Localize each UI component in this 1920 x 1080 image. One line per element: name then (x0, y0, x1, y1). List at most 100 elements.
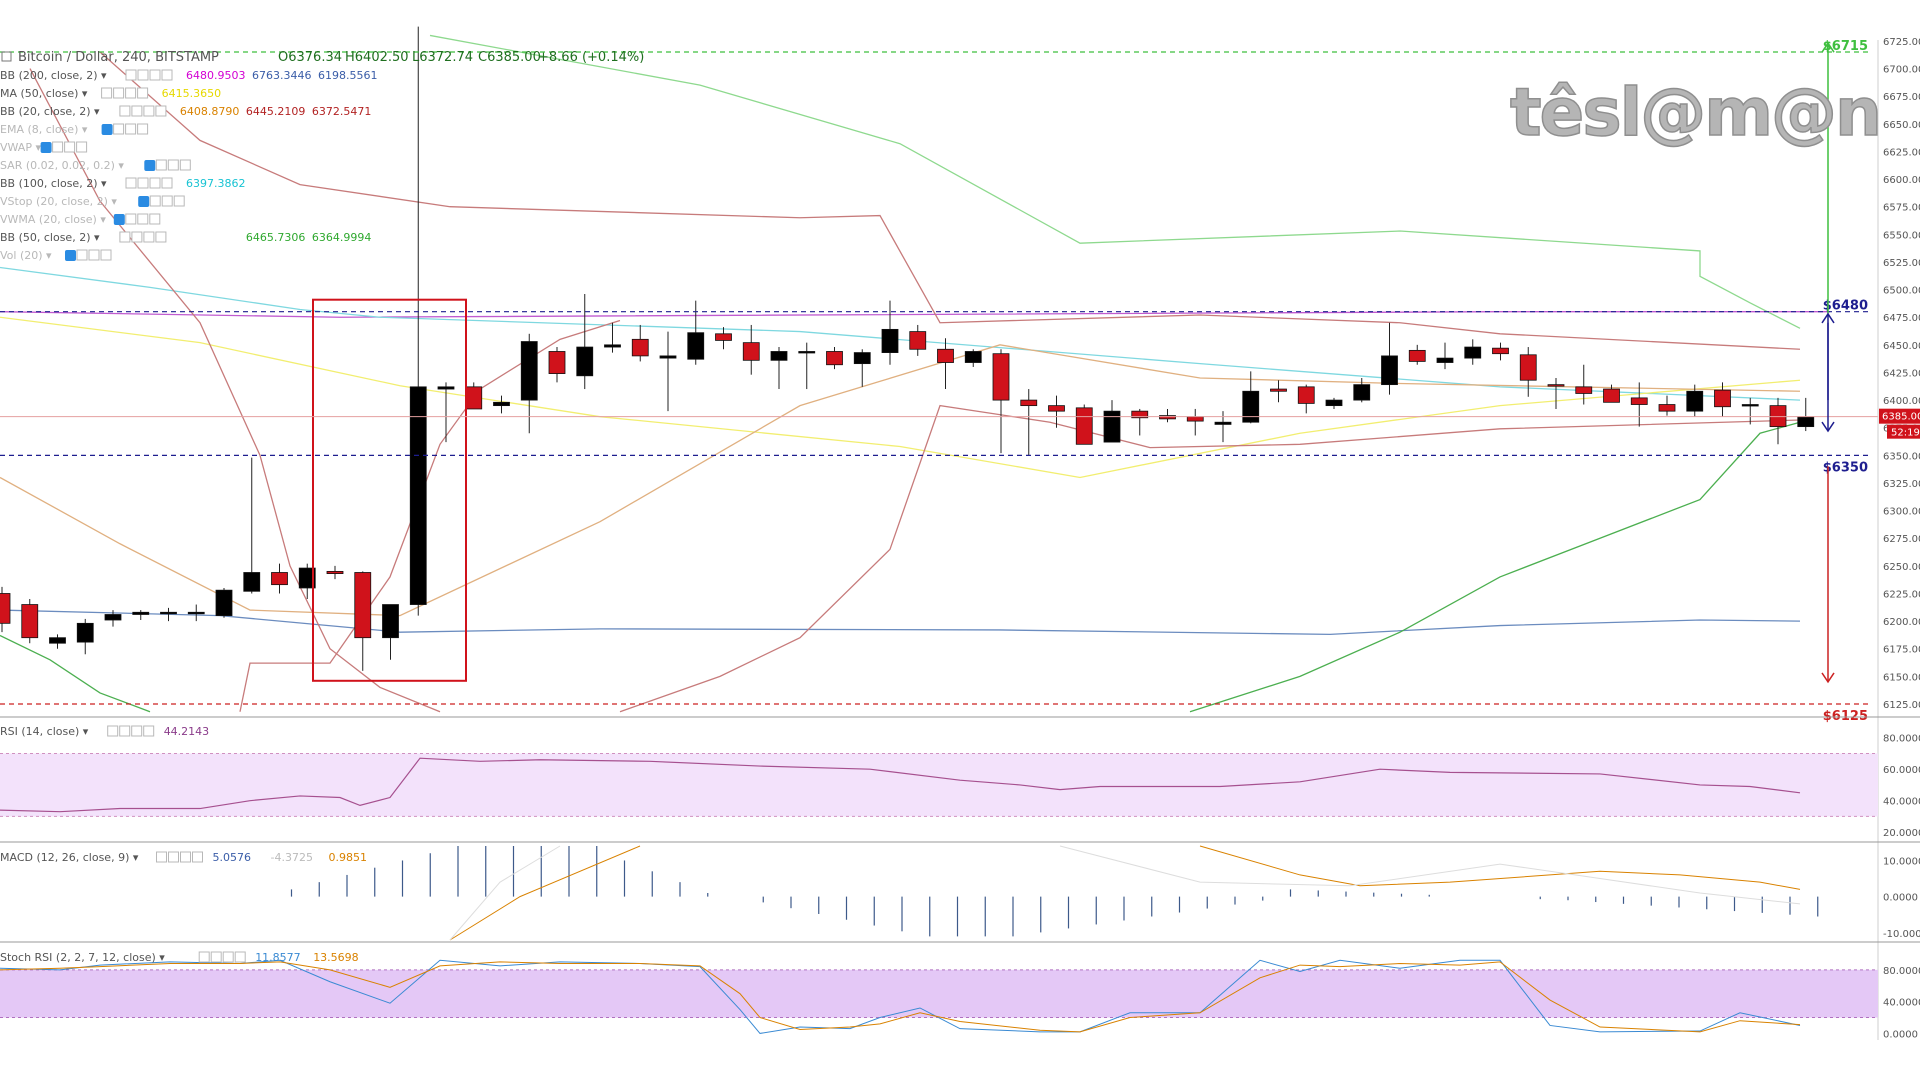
ma50-line (0, 316, 1801, 479)
target-down-arrow-head (1821, 672, 1835, 684)
candle-body (909, 331, 927, 350)
legend-control-icon (234, 951, 246, 963)
macd-value: -4.3725 (271, 851, 313, 864)
candle-body (1630, 397, 1648, 405)
rsi-tick: 60.0000 (1883, 765, 1920, 776)
legend-control-icon (161, 195, 173, 207)
legend-control-icon (76, 141, 88, 153)
candle-body (520, 341, 538, 401)
legend-control-icon (52, 141, 64, 153)
legend-label: EMA (8, close) ▾ (0, 123, 88, 136)
legend-control-icon (119, 725, 131, 737)
legend-value: 6372.5471 (312, 105, 372, 118)
candle-body (104, 614, 122, 621)
legend-value: 6445.2109 (246, 105, 306, 118)
candle-body (1547, 384, 1565, 387)
legend-control-icon (137, 123, 149, 135)
candle-body (992, 353, 1010, 401)
legend-value: 6480.9503 (186, 69, 246, 82)
candle-body (826, 351, 843, 366)
candle-body (326, 570, 344, 575)
macd-signal-line-a (449, 845, 641, 941)
candle-body (742, 342, 760, 361)
candle-body (1519, 354, 1537, 381)
indicator-panes: 80.0000 60.0000 40.0000 20.0000 10.0000 0.000… (0, 716, 1920, 1040)
candle-body (659, 355, 677, 359)
legend-control-icon (143, 725, 155, 737)
candle-body (271, 572, 288, 586)
legend-control-icon (100, 249, 112, 261)
stoch-k-line (0, 959, 1801, 1034)
candle-body (1714, 389, 1731, 408)
visibility-eye-icon (101, 124, 113, 135)
ohlc-value: O6376.34 (278, 50, 342, 65)
stoch-label: Stoch RSI (2, 2, 7, 12, close) ▾ (0, 951, 165, 964)
candle-body (437, 386, 455, 390)
candle-body (215, 589, 233, 616)
legend-control-icon (125, 123, 137, 135)
candle-body (604, 344, 621, 348)
bb20-basis-line (0, 344, 1801, 617)
candle-body (964, 351, 982, 363)
candle-body (160, 611, 177, 615)
legend-control-icon (76, 249, 88, 261)
ohlc-value: L6372.74 (412, 50, 473, 65)
price-axis[interactable]: 6725.00 6700.00 6675.00 6650.00 6625.00 6600.… (1877, 37, 1920, 1040)
candle-body (465, 386, 483, 410)
legend-control-icon (131, 725, 143, 737)
price-tick-label: 6400.00 (1883, 396, 1920, 407)
legend-control-icon (155, 231, 167, 243)
candle-body (1297, 386, 1315, 404)
stoch-d-line (0, 961, 1801, 1033)
legend-control-icon (179, 159, 191, 171)
price-tick-label: 6350.00 (1883, 451, 1920, 462)
price-tick-label: 6500.00 (1883, 286, 1920, 297)
price-tick-label: 6675.00 (1883, 92, 1920, 103)
candle-body (687, 332, 705, 360)
candle-body (1353, 384, 1371, 401)
legend-control-icon (125, 69, 137, 81)
legend-control-icon (119, 105, 131, 117)
legend-control-icon (137, 87, 149, 99)
legend-value: 6408.8790 (180, 105, 240, 118)
legend-label: VStop (20, close, 2) ▾ (0, 195, 117, 208)
bb20-lower-line-b (239, 319, 621, 712)
ohlc-value: +8.66 (+0.14%) (538, 50, 644, 65)
visibility-eye-icon (113, 214, 125, 225)
price-tick-label: 6250.00 (1883, 562, 1920, 573)
bb100-line (0, 266, 1801, 401)
legend-control-icon (113, 123, 125, 135)
legend-control-icon (173, 195, 185, 207)
macd-line-b (1059, 845, 1801, 905)
bb50-lower-line-a (0, 634, 151, 713)
candle-body (631, 338, 649, 357)
candle-body (76, 622, 94, 643)
price-levels: $6715$6480$6350$6125 (0, 39, 1878, 724)
level-label: $6480 (1823, 299, 1868, 314)
candle-body (1325, 399, 1343, 407)
legend-label: BB (50, close, 2) ▾ (0, 231, 100, 244)
candle-body (1270, 388, 1287, 392)
macd-label: MACD (12, 26, close, 9) ▾ (0, 851, 139, 864)
candle-body (0, 593, 11, 624)
range-up-arrow-head (1821, 312, 1835, 324)
legend-label: BB (200, close, 2) ▾ (0, 69, 107, 82)
legend-value: 6364.9994 (312, 231, 372, 244)
legend-control-icon (210, 951, 222, 963)
candles (0, 26, 1815, 682)
level-label: $6715 (1823, 39, 1868, 54)
price-tick-label: 6300.00 (1883, 507, 1920, 518)
legend-control-icon (180, 851, 191, 863)
legend-control-icon (149, 213, 161, 225)
candle-body (354, 572, 372, 639)
stoch-value: 11.8577 (255, 951, 301, 964)
legend-label: BB (100, close, 2) ▾ (0, 177, 107, 190)
legend-label: VWMA (20, close) ▾ (0, 213, 106, 226)
price-tick-label: 6125.00 (1883, 700, 1920, 711)
legend-control-icon (167, 159, 179, 171)
price-tick-label: 6525.00 (1883, 258, 1920, 269)
legend-value: 6198.5561 (318, 69, 378, 82)
price-tick-label: 6550.00 (1883, 230, 1920, 241)
price-tick-label: 6700.00 (1883, 65, 1920, 76)
